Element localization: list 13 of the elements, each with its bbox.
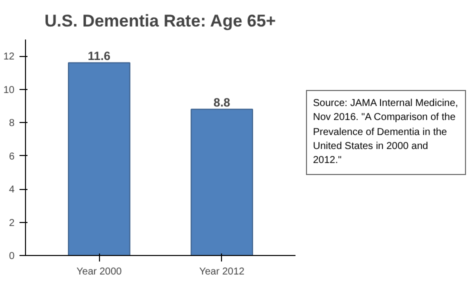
data-label: 11.6 xyxy=(88,48,111,63)
y-tick-label: 8 xyxy=(8,118,15,130)
y-tick-label: 4 xyxy=(8,184,15,196)
data-label: 8.8 xyxy=(214,95,231,110)
y-tick-label: 0 xyxy=(8,251,15,262)
source-note: Source: JAMA Internal Medicine, Nov 2016. "A Comparison of the Prevalence of Dementia in the United States in 2000 and 2012." xyxy=(313,97,459,168)
x-tick-label: Year 2000 xyxy=(76,266,122,278)
chart-title: U.S. Dementia Rate: Age 65+ xyxy=(44,12,276,30)
y-tick-label: 6 xyxy=(8,151,15,162)
x-tick-label: Year 2012 xyxy=(199,266,245,278)
y-tick-label: 12 xyxy=(3,52,15,63)
y-tick-label: 10 xyxy=(3,84,15,96)
y-tick-label: 2 xyxy=(8,218,15,229)
